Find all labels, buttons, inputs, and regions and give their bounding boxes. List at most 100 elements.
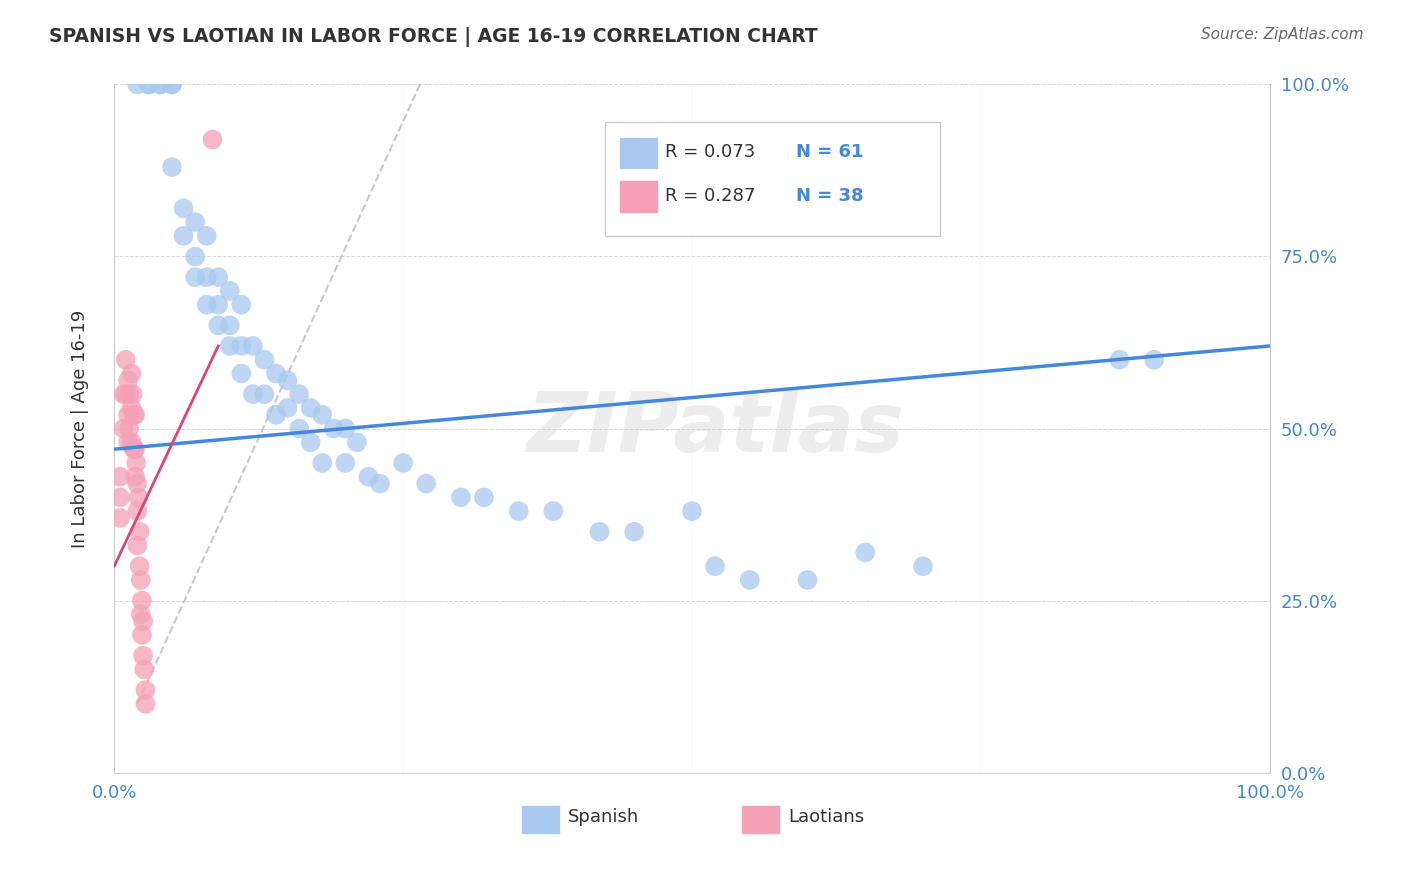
- Point: [357, 469, 380, 483]
- FancyBboxPatch shape: [606, 122, 941, 235]
- Point: [112, 387, 135, 401]
- Point: [231, 367, 253, 381]
- Text: N = 61: N = 61: [796, 143, 863, 161]
- Point: [124, 408, 146, 422]
- Text: R = 0.073: R = 0.073: [665, 143, 755, 161]
- Point: [1108, 352, 1130, 367]
- Text: N = 38: N = 38: [796, 187, 863, 205]
- Point: [127, 539, 149, 553]
- Point: [588, 524, 610, 539]
- Point: [129, 573, 152, 587]
- Point: [124, 442, 146, 457]
- Point: [108, 491, 131, 505]
- Point: [108, 469, 131, 483]
- Point: [311, 408, 333, 422]
- Point: [207, 318, 229, 333]
- FancyBboxPatch shape: [620, 138, 658, 169]
- Point: [195, 270, 218, 285]
- Point: [118, 387, 141, 401]
- Point: [218, 318, 240, 333]
- Point: [623, 524, 645, 539]
- Point: [218, 339, 240, 353]
- Point: [124, 469, 146, 483]
- Point: [121, 401, 143, 415]
- Point: [129, 607, 152, 622]
- Point: [128, 491, 150, 505]
- Point: [160, 78, 183, 92]
- Text: Source: ZipAtlas.com: Source: ZipAtlas.com: [1201, 27, 1364, 42]
- Point: [853, 545, 876, 559]
- Point: [125, 456, 148, 470]
- Point: [218, 284, 240, 298]
- Point: [114, 387, 136, 401]
- FancyBboxPatch shape: [620, 181, 658, 211]
- Point: [231, 339, 253, 353]
- Point: [184, 250, 207, 264]
- Point: [160, 160, 183, 174]
- Point: [264, 367, 287, 381]
- Point: [134, 697, 156, 711]
- Point: [128, 524, 150, 539]
- Point: [253, 352, 276, 367]
- Point: [299, 401, 322, 415]
- Point: [392, 456, 415, 470]
- Point: [121, 367, 143, 381]
- Point: [131, 628, 153, 642]
- Point: [112, 421, 135, 435]
- Point: [796, 573, 818, 587]
- Point: [335, 421, 357, 435]
- Y-axis label: In Labor Force | Age 16-19: In Labor Force | Age 16-19: [72, 310, 89, 548]
- Point: [108, 511, 131, 525]
- Point: [912, 559, 935, 574]
- Point: [127, 78, 149, 92]
- Point: [242, 387, 264, 401]
- Point: [134, 683, 156, 698]
- Point: [288, 387, 311, 401]
- Point: [118, 421, 141, 435]
- Point: [368, 476, 391, 491]
- FancyBboxPatch shape: [522, 805, 560, 832]
- Point: [184, 270, 207, 285]
- Point: [173, 228, 195, 243]
- Point: [127, 476, 149, 491]
- Point: [121, 435, 143, 450]
- Point: [242, 339, 264, 353]
- Point: [132, 614, 155, 628]
- Point: [117, 408, 139, 422]
- Point: [288, 421, 311, 435]
- Point: [346, 435, 368, 450]
- Point: [127, 504, 149, 518]
- FancyBboxPatch shape: [741, 805, 779, 832]
- Point: [195, 228, 218, 243]
- Text: Laotians: Laotians: [787, 808, 865, 826]
- Point: [149, 78, 172, 92]
- Point: [264, 408, 287, 422]
- Text: SPANISH VS LAOTIAN IN LABOR FORCE | AGE 16-19 CORRELATION CHART: SPANISH VS LAOTIAN IN LABOR FORCE | AGE …: [49, 27, 818, 46]
- Point: [149, 78, 172, 92]
- Point: [415, 476, 437, 491]
- Point: [117, 373, 139, 387]
- Point: [253, 387, 276, 401]
- Point: [195, 298, 218, 312]
- Point: [173, 202, 195, 216]
- Point: [704, 559, 727, 574]
- Point: [472, 491, 495, 505]
- Point: [184, 215, 207, 229]
- Point: [681, 504, 703, 518]
- Point: [201, 132, 224, 146]
- Point: [114, 352, 136, 367]
- Text: ZIPatlas: ZIPatlas: [526, 388, 904, 469]
- Point: [738, 573, 761, 587]
- Point: [122, 442, 145, 457]
- Point: [207, 270, 229, 285]
- Point: [138, 78, 160, 92]
- Text: Spanish: Spanish: [568, 808, 640, 826]
- Point: [138, 78, 160, 92]
- Point: [132, 648, 155, 663]
- Point: [231, 298, 253, 312]
- Point: [117, 435, 139, 450]
- Point: [1143, 352, 1166, 367]
- Point: [134, 662, 156, 676]
- Point: [322, 421, 344, 435]
- Point: [277, 401, 299, 415]
